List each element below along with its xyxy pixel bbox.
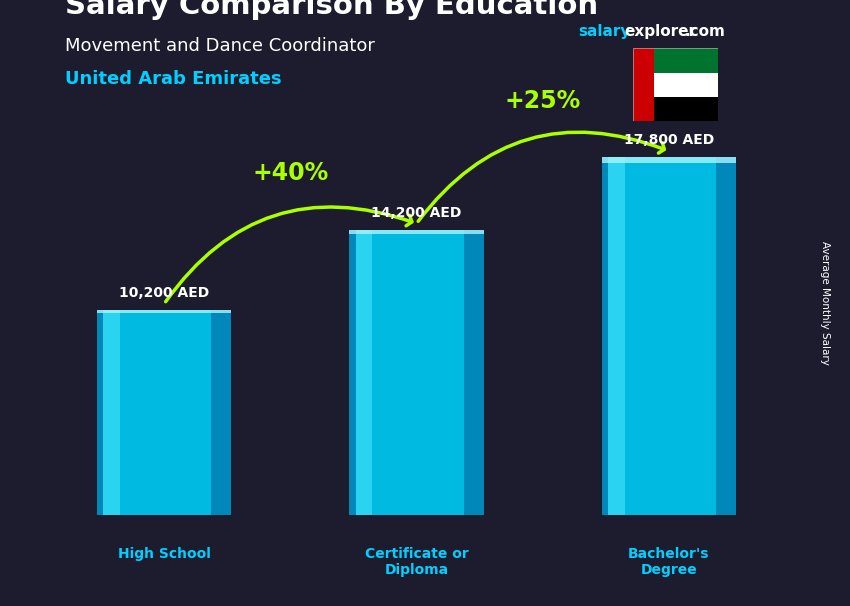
- Text: Bachelor's
Degree: Bachelor's Degree: [628, 547, 710, 578]
- Text: Certificate or
Diploma: Certificate or Diploma: [365, 547, 468, 578]
- Text: High School: High School: [117, 547, 211, 561]
- Text: salary: salary: [578, 24, 631, 39]
- Bar: [104, 310, 120, 515]
- Bar: [633, 48, 654, 121]
- Bar: [97, 310, 231, 515]
- Bar: [633, 48, 718, 73]
- Bar: [356, 230, 463, 515]
- Text: 14,200 AED: 14,200 AED: [371, 205, 462, 219]
- Bar: [356, 230, 372, 515]
- Bar: [602, 157, 736, 162]
- Text: Salary Comparison By Education: Salary Comparison By Education: [65, 0, 598, 19]
- Bar: [633, 97, 718, 121]
- Text: 10,200 AED: 10,200 AED: [119, 286, 209, 300]
- Text: 17,800 AED: 17,800 AED: [624, 133, 714, 147]
- Bar: [97, 310, 231, 313]
- Text: Average Monthly Salary: Average Monthly Salary: [819, 241, 830, 365]
- Bar: [633, 73, 718, 97]
- Bar: [609, 157, 625, 515]
- Bar: [349, 230, 484, 515]
- Text: +40%: +40%: [252, 161, 328, 185]
- Bar: [104, 310, 211, 515]
- Text: United Arab Emirates: United Arab Emirates: [65, 70, 281, 88]
- Text: Movement and Dance Coordinator: Movement and Dance Coordinator: [65, 37, 375, 55]
- Bar: [609, 157, 716, 515]
- Bar: [349, 230, 484, 234]
- Bar: [602, 157, 736, 515]
- Text: .com: .com: [684, 24, 725, 39]
- Text: explorer: explorer: [625, 24, 697, 39]
- Text: +25%: +25%: [505, 89, 581, 113]
